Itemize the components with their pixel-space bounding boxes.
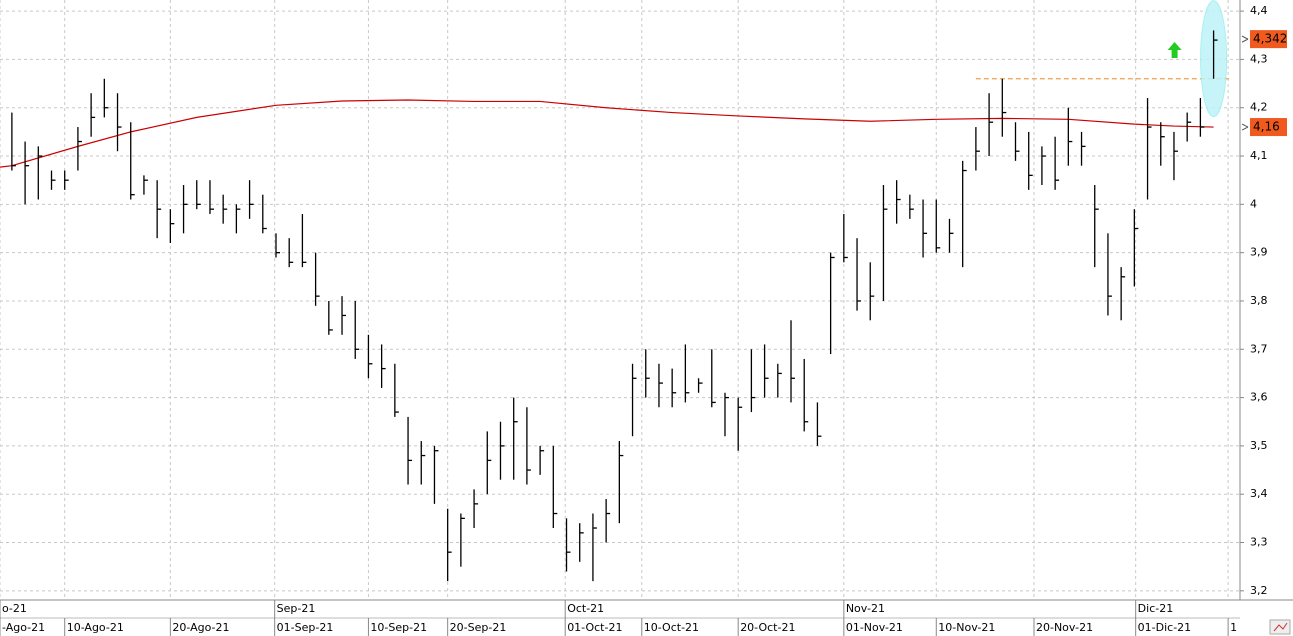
up-arrow (1167, 42, 1182, 58)
last-value-pointer (1241, 35, 1249, 43)
x-tick-label: 01-Nov-21 (846, 621, 903, 634)
y-tick-label: 4,3 (1250, 52, 1268, 65)
y-tick-label: 4 (1250, 197, 1257, 210)
month-label: Sep-21 (277, 602, 316, 615)
x-tick-label: 10-Sep-21 (370, 621, 427, 634)
x-tick-label: 1 (1230, 621, 1237, 634)
x-tick-label: 01-Oct-21 (567, 621, 622, 634)
last-value-box (1250, 118, 1287, 137)
y-tick-label: 3,9 (1250, 246, 1268, 259)
x-tick-label: 10-Oct-21 (644, 621, 699, 634)
y-tick-label: 3,8 (1250, 294, 1268, 307)
y-tick-label: 3,5 (1250, 439, 1268, 452)
y-tick-label: 3,2 (1250, 584, 1268, 597)
month-label: o-21 (2, 602, 27, 615)
month-label: Nov-21 (846, 602, 885, 615)
last-value-box (1250, 30, 1287, 49)
y-tick-label: 3,6 (1250, 391, 1268, 404)
month-label: Oct-21 (567, 602, 604, 615)
x-tick-label: 20-Nov-21 (1036, 621, 1093, 634)
x-tick-label: 01-Dic-21 (1138, 621, 1192, 634)
y-tick-label: 3,4 (1250, 487, 1268, 500)
y-tick-label: 3,7 (1250, 342, 1268, 355)
month-label: Dic-21 (1138, 602, 1174, 615)
x-tick-label: 01-Sep-21 (277, 621, 334, 634)
x-tick-label: 20-Oct-21 (740, 621, 795, 634)
last-value-pointer (1241, 123, 1249, 131)
moving-average (0, 99, 1214, 168)
y-tick-label: 3,3 (1250, 536, 1268, 549)
last-value-label: 4,342 (1253, 32, 1287, 46)
x-tick-label: -Ago-21 (2, 621, 45, 634)
y-tick-label: 4,1 (1250, 149, 1268, 162)
chart-icon-glyph (1273, 622, 1288, 632)
x-tick-label: 20-Sep-21 (450, 621, 507, 634)
chart-icon[interactable] (1269, 619, 1291, 635)
last-value-label: 4,16 (1253, 120, 1280, 134)
y-tick-label: 4,4 (1250, 4, 1268, 17)
y-tick-label: 4,2 (1250, 101, 1268, 114)
x-tick-label: 20-Ago-21 (172, 621, 229, 634)
x-tick-label: 10-Ago-21 (67, 621, 124, 634)
x-tick-label: 10-Nov-21 (938, 621, 995, 634)
